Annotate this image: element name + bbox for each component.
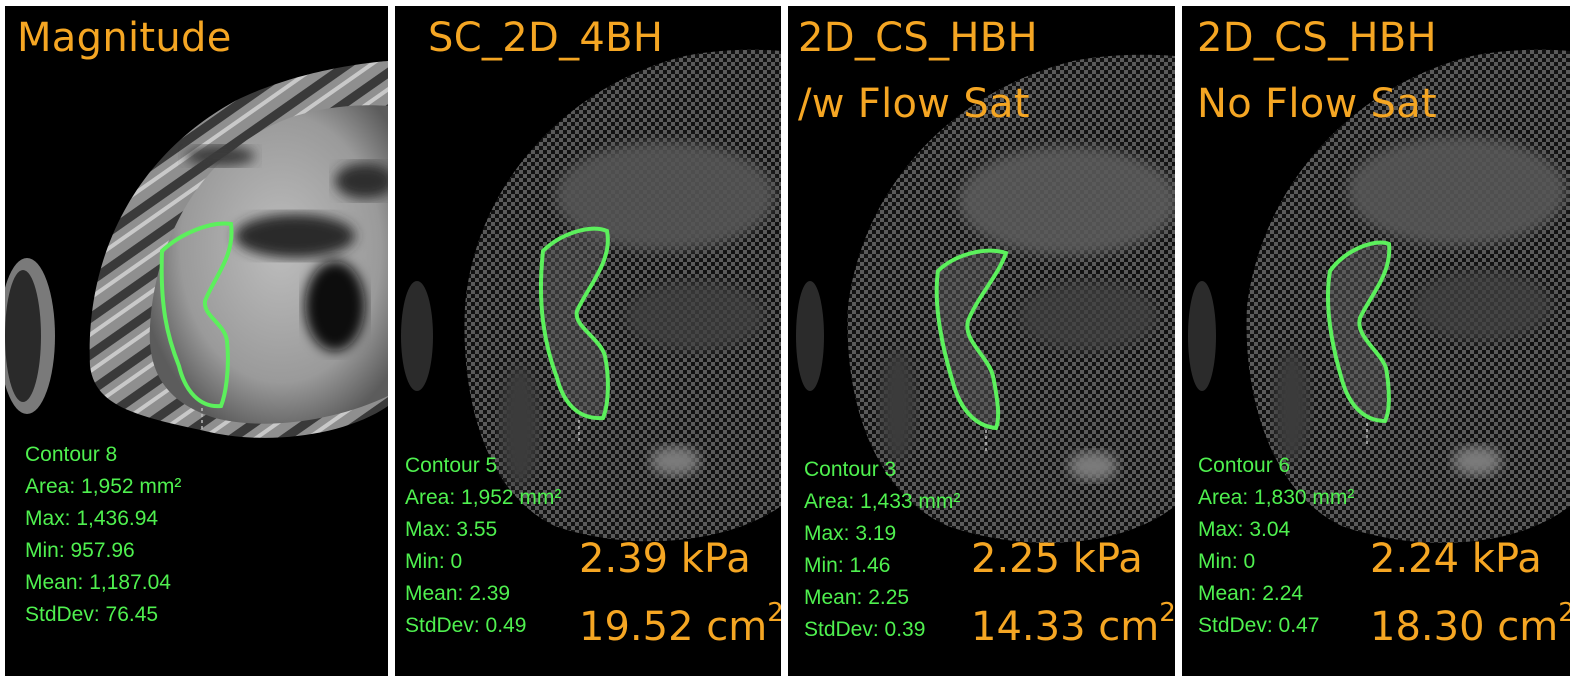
roi-area-value: 18.30 cm2: [1370, 598, 1570, 650]
stat-stddev: StdDev: 76.45: [25, 603, 159, 626]
stiffness-value: 2.24 kPa: [1370, 536, 1542, 582]
contour-stats: Contour 3 Area: 1,433 mm² Max: 3.19 Min:…: [804, 454, 960, 646]
title-line: SC_2D_4BH: [428, 15, 664, 61]
roi-contour: [1325, 240, 1392, 424]
stat-mean: Mean: 2.24: [1198, 582, 1304, 605]
magnitude-panel: Magnitude Contour 8 Area: 1,952 mm² Max:…: [5, 6, 388, 676]
elastogram-image: [1188, 49, 1570, 543]
roi-area-exponent: 2: [1159, 598, 1175, 628]
stat-stddev: StdDev: 0.47: [1198, 614, 1320, 637]
roi-area-number: 18.30 cm: [1370, 604, 1559, 650]
stiffness-value: 2.39 kPa: [579, 536, 751, 582]
stat-stddev: StdDev: 0.49: [405, 614, 527, 637]
stat-max: Max: 3.19: [804, 522, 897, 545]
roi-area-number: 14.33 cm: [971, 604, 1160, 650]
panel-title: Magnitude: [17, 14, 232, 80]
stat-min: Min: 1.46: [804, 554, 891, 577]
stat-min: Min: 0: [1198, 550, 1256, 573]
stat-stddev: StdDev: 0.39: [804, 618, 926, 641]
title-line: 2D_CS_HBH: [1197, 15, 1437, 61]
elastogram-image: [796, 54, 1175, 543]
stat-contour: Contour 8: [25, 443, 118, 466]
panel-title: SC_2D_4BH: [428, 14, 663, 80]
stat-contour: Contour 3: [804, 458, 897, 481]
roi-area-value: 14.33 cm2: [971, 598, 1175, 650]
stat-area: Area: 1,952 mm²: [405, 486, 562, 509]
stat-mean: Mean: 2.39: [405, 582, 511, 605]
sc-2d-4bh-panel: SC_2D_4BH Contour 5 Area: 1,952 mm² Max:…: [395, 6, 781, 676]
cs-hbh-flow-sat-panel: 2D_CS_HBH /w Flow Sat Contour 3 Area: 1,…: [788, 6, 1175, 676]
stat-mean: Mean: 1,187.04: [25, 571, 171, 594]
title-line: No Flow Sat: [1197, 81, 1438, 127]
roi-area-exponent: 2: [767, 598, 781, 628]
roi-area-exponent: 2: [1558, 598, 1570, 628]
elastogram-image: [401, 49, 781, 542]
stat-min: Min: 0: [405, 550, 463, 573]
stiffness-value: 2.25 kPa: [971, 536, 1143, 582]
stat-min: Min: 957.96: [25, 539, 135, 562]
contour-stats: Contour 8 Area: 1,952 mm² Max: 1,436.94 …: [25, 439, 181, 631]
contour-stats: Contour 6 Area: 1,830 mm² Max: 3.04 Min:…: [1198, 450, 1354, 642]
roi-area-value: 19.52 cm2: [579, 598, 781, 650]
stat-contour: Contour 6: [1198, 454, 1291, 477]
roi-contour: [538, 226, 610, 421]
stat-mean: Mean: 2.25: [804, 586, 910, 609]
stat-area: Area: 1,433 mm²: [804, 490, 961, 513]
contour-stats: Contour 5 Area: 1,952 mm² Max: 3.55 Min:…: [405, 450, 561, 642]
stat-area: Area: 1,952 mm²: [25, 475, 182, 498]
panel-title: 2D_CS_HBH No Flow Sat: [1197, 14, 1437, 146]
title-line: 2D_CS_HBH: [798, 15, 1038, 61]
stat-max: Max: 3.55: [405, 518, 498, 541]
roi-contour: [934, 248, 1009, 431]
stat-max: Max: 3.04: [1198, 518, 1291, 541]
stat-contour: Contour 5: [405, 454, 498, 477]
stat-max: Max: 1,436.94: [25, 507, 159, 530]
cs-hbh-no-flow-sat-panel: 2D_CS_HBH No Flow Sat Contour 6 Area: 1,…: [1182, 6, 1570, 676]
title-line: Magnitude: [17, 15, 232, 61]
roi-contour: [159, 221, 234, 409]
stat-area: Area: 1,830 mm²: [1198, 486, 1355, 509]
roi-area-number: 19.52 cm: [579, 604, 768, 650]
title-line: /w Flow Sat: [798, 81, 1030, 127]
panel-title: 2D_CS_HBH /w Flow Sat: [798, 14, 1038, 146]
magnitude-image: [5, 61, 388, 438]
